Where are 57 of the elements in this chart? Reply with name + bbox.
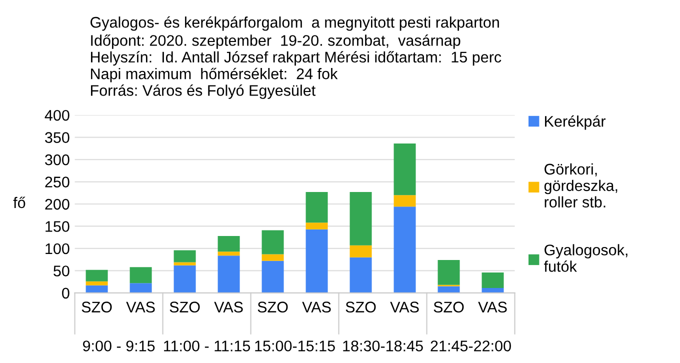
x-tick-label: SZO (434, 302, 464, 312)
bar (262, 254, 284, 261)
bar (130, 283, 152, 293)
bar (350, 245, 372, 258)
legend-label: Kerékpár (545, 115, 606, 130)
x-tick-label: SZO (170, 302, 200, 312)
bar (438, 260, 460, 285)
bar (350, 192, 372, 246)
bar (438, 286, 460, 293)
y-axis-title: fő (13, 196, 26, 208)
x-tick-label: VAS (390, 302, 419, 312)
bar (306, 192, 328, 223)
bar (262, 260, 284, 293)
x-tick-label: VAS (214, 302, 243, 312)
bar (394, 195, 416, 207)
bar (218, 236, 240, 252)
x-tick-label: SZO (346, 302, 376, 312)
x-tick-label: SZO (82, 302, 112, 312)
bar (218, 256, 240, 293)
x-tick-label: VAS (478, 302, 507, 312)
x-tick-label: SZO (258, 302, 288, 312)
y-tick-label: 100 (46, 243, 70, 254)
y-tick-label: 400 (44, 110, 70, 121)
chart-subtitle: Időpont: 2020. szeptember 19-20. szombat, vasárnap Helyszín: Id. Antall József rakpart Mérési időtartam: 15 perc Napi maximum hőmérséklet: 24 fok Forrás: Város és Folyó Egyesület (91, 34, 502, 99)
y-tick-label: 200 (45, 198, 70, 210)
bar (218, 252, 240, 256)
text: 9:00 - 9:15 (82, 340, 155, 352)
bar (394, 206, 416, 293)
y-tick-label: 300 (45, 154, 70, 166)
bar (482, 272, 504, 288)
text: 21:45-22:00 (430, 340, 511, 352)
bar (262, 230, 284, 254)
text: 15:00-15:15 (255, 340, 335, 352)
bar (130, 267, 152, 284)
bar (306, 222, 328, 230)
bar (174, 262, 196, 266)
bar (86, 281, 108, 286)
bar (394, 144, 416, 196)
text: 11:00 - 11:15 (164, 340, 250, 352)
text: 18:30-18:45 (343, 340, 423, 352)
x-tick-label: VAS (126, 302, 155, 312)
y-tick-label: 250 (45, 176, 70, 188)
bar (174, 250, 196, 262)
bar (306, 229, 328, 293)
bar (482, 288, 504, 293)
bar (86, 285, 108, 293)
x-tick-label: VAS (302, 302, 331, 312)
y-tick-label: 50 (54, 266, 70, 276)
y-tick-label: 0 (62, 288, 70, 299)
legend-label: Gyalogosok, futók (544, 244, 628, 272)
legend-label: Görkori, gördeszka, roller stb. (544, 163, 618, 208)
chart-title: Gyalogos- és kerékpárforgalom a megnyitott pesti rakparton (90, 16, 499, 31)
bar (174, 265, 196, 293)
y-tick-label: 350 (45, 132, 70, 143)
y-tick-label: 150 (46, 221, 70, 232)
bar (350, 257, 372, 293)
bar (86, 270, 108, 282)
